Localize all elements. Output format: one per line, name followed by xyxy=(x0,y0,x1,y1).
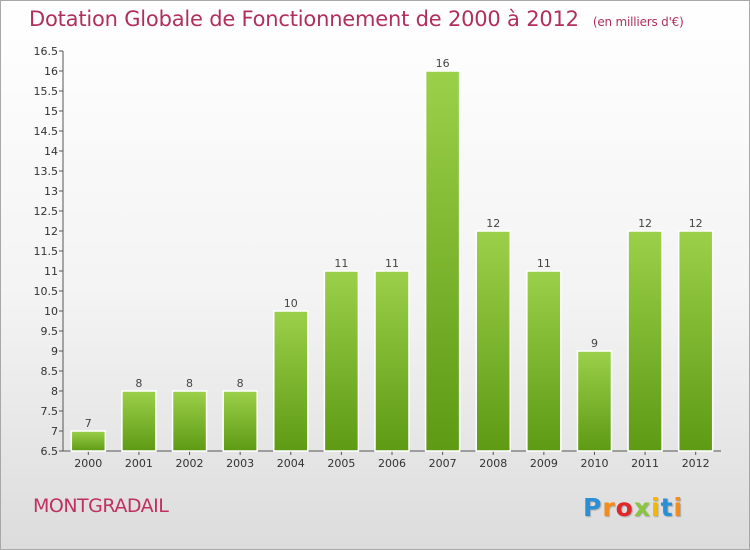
bar-2010[interactable] xyxy=(576,350,613,452)
data-label-2000: 7 xyxy=(85,417,92,430)
logo-letter: x xyxy=(633,493,651,522)
y-tick-label: 9 xyxy=(51,345,58,358)
logo-letter: o xyxy=(615,493,634,522)
logo-letter: P xyxy=(583,493,603,522)
y-tick-label: 15 xyxy=(44,105,58,118)
data-label-2001: 8 xyxy=(135,377,142,390)
x-tick-label-2006: 2006 xyxy=(378,457,406,470)
x-tick-label-2000: 2000 xyxy=(74,457,102,470)
bar-2007[interactable] xyxy=(424,70,461,452)
bar-2009[interactable] xyxy=(526,270,562,452)
x-tick-label-2009: 2009 xyxy=(530,457,558,470)
bars xyxy=(70,70,714,452)
x-tick-label-2005: 2005 xyxy=(327,457,355,470)
data-label-2009: 11 xyxy=(537,257,551,270)
bar-2008[interactable] xyxy=(475,230,511,452)
y-tick-label: 8 xyxy=(51,385,58,398)
bar-2002[interactable] xyxy=(171,390,208,452)
chart-title-text: Dotation Globale de Fonctionnement de 20… xyxy=(29,7,579,31)
logo-letter: t xyxy=(660,493,674,522)
y-tick-label: 11.5 xyxy=(34,245,59,258)
data-label-2012: 12 xyxy=(689,217,703,230)
y-tick-label: 16.5 xyxy=(34,45,59,58)
y-tick-label: 10 xyxy=(44,305,58,318)
y-tick-label: 12 xyxy=(44,225,58,238)
logo-letter: i xyxy=(673,493,684,522)
bar-2012[interactable] xyxy=(677,230,714,452)
y-axis: 6.5 7 7.5 8 8.5 9 9.5 10 10.5 11 11.5 12 12.5 13 13.5 1… xyxy=(34,45,64,458)
bar-2000[interactable] xyxy=(70,430,107,452)
data-label-2007: 16 xyxy=(436,57,450,70)
y-tick-label: 14.5 xyxy=(34,125,59,138)
bar-2001[interactable] xyxy=(121,390,157,452)
data-label-2006: 11 xyxy=(385,257,399,270)
y-tick-label: 13 xyxy=(44,185,58,198)
x-tick-label-2008: 2008 xyxy=(479,457,507,470)
logo-letter: r xyxy=(602,493,616,522)
y-tick-label: 15.5 xyxy=(34,85,59,98)
bar-2011[interactable] xyxy=(627,230,663,452)
logo-letter: i xyxy=(651,493,661,522)
x-tick-label-2010: 2010 xyxy=(580,457,608,470)
data-label-2002: 8 xyxy=(186,377,193,390)
y-tick-label: 8.5 xyxy=(41,365,59,378)
y-tick-label: 9.5 xyxy=(41,325,59,338)
y-tick-label: 13.5 xyxy=(34,165,59,178)
data-label-2004: 10 xyxy=(284,297,298,310)
y-tick-label: 7.5 xyxy=(41,405,59,418)
y-tick-label: 6.5 xyxy=(41,445,59,458)
x-tick-label-2011: 2011 xyxy=(631,457,659,470)
x-tick-label-2007: 2007 xyxy=(429,457,457,470)
y-tick-label: 11 xyxy=(44,265,58,278)
x-tick-label-2004: 2004 xyxy=(277,457,305,470)
chart-subtitle: (en milliers d'€) xyxy=(592,15,684,29)
chart-title: Dotation Globale de Fonctionnement de 20… xyxy=(29,7,684,31)
data-label-2008: 12 xyxy=(486,217,500,230)
bar-2005[interactable] xyxy=(323,270,360,452)
x-tick-label-2003: 2003 xyxy=(226,457,254,470)
bar-2003[interactable] xyxy=(222,390,258,452)
x-tick-label-2002: 2002 xyxy=(176,457,204,470)
proxiti-logo[interactable]: Proxiti xyxy=(583,493,683,522)
y-tick-label: 10.5 xyxy=(34,285,59,298)
data-label-2005: 11 xyxy=(334,257,348,270)
municipality-name: MONTGRADAIL xyxy=(33,495,169,517)
y-tick-label: 12.5 xyxy=(34,205,59,218)
bar-2004[interactable] xyxy=(273,310,309,452)
y-tick-label: 7 xyxy=(51,425,58,438)
x-axis: 2000 2001 2002 2003 2004 2005 2006 2007 2008 2009… xyxy=(63,450,721,470)
x-tick-label-2001: 2001 xyxy=(125,457,153,470)
y-tick-label: 14 xyxy=(44,145,58,158)
bar-2006[interactable] xyxy=(374,270,410,452)
data-labels: 7 8 8 8 10 11 11 16 12 11 9 12 12 xyxy=(85,57,703,430)
data-label-2003: 8 xyxy=(237,377,244,390)
data-label-2011: 12 xyxy=(638,217,652,230)
x-tick-label-2012: 2012 xyxy=(682,457,710,470)
data-label-2010: 9 xyxy=(591,337,598,350)
y-tick-label: 16 xyxy=(44,65,58,78)
